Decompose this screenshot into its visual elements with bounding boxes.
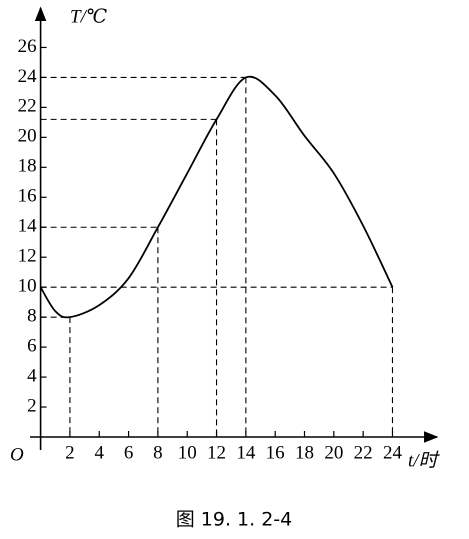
y-axis-label: T/℃	[70, 6, 107, 27]
y-tick-label: 26	[18, 36, 37, 57]
caption: 图 19. 1. 2-4	[176, 509, 293, 531]
x-tick-label: 22	[354, 442, 373, 463]
y-tick-label: 20	[18, 126, 37, 147]
y-tick-label: 12	[18, 246, 37, 267]
x-tick-label: 14	[236, 442, 256, 463]
y-tick-label: 2	[27, 395, 37, 416]
x-tick-label: 4	[94, 442, 104, 463]
y-tick-label: 10	[18, 276, 37, 297]
y-tick-label: 22	[18, 96, 37, 117]
x-tick-label: 12	[207, 442, 226, 463]
x-tick-label: 24	[383, 442, 403, 463]
x-tick-label: 16	[266, 442, 285, 463]
x-tick-label: 6	[124, 442, 134, 463]
x-tick-label: 2	[65, 442, 75, 463]
y-tick-label: 18	[18, 156, 37, 177]
x-tick-label: 10	[178, 442, 197, 463]
x-tick-label: 20	[324, 442, 343, 463]
x-axis-label: t/时	[408, 450, 441, 471]
y-tick-label: 8	[27, 305, 37, 326]
y-tick-label: 4	[27, 365, 37, 386]
y-tick-label: 16	[18, 186, 37, 207]
y-tick-label: 6	[27, 335, 37, 356]
x-tick-label: 8	[153, 442, 163, 463]
temperature-curve	[39, 75, 394, 319]
y-tick-label: 24	[18, 66, 38, 87]
x-tick-label: 18	[295, 442, 314, 463]
y-tick-label: 14	[18, 216, 38, 237]
origin-label: O	[10, 444, 24, 465]
